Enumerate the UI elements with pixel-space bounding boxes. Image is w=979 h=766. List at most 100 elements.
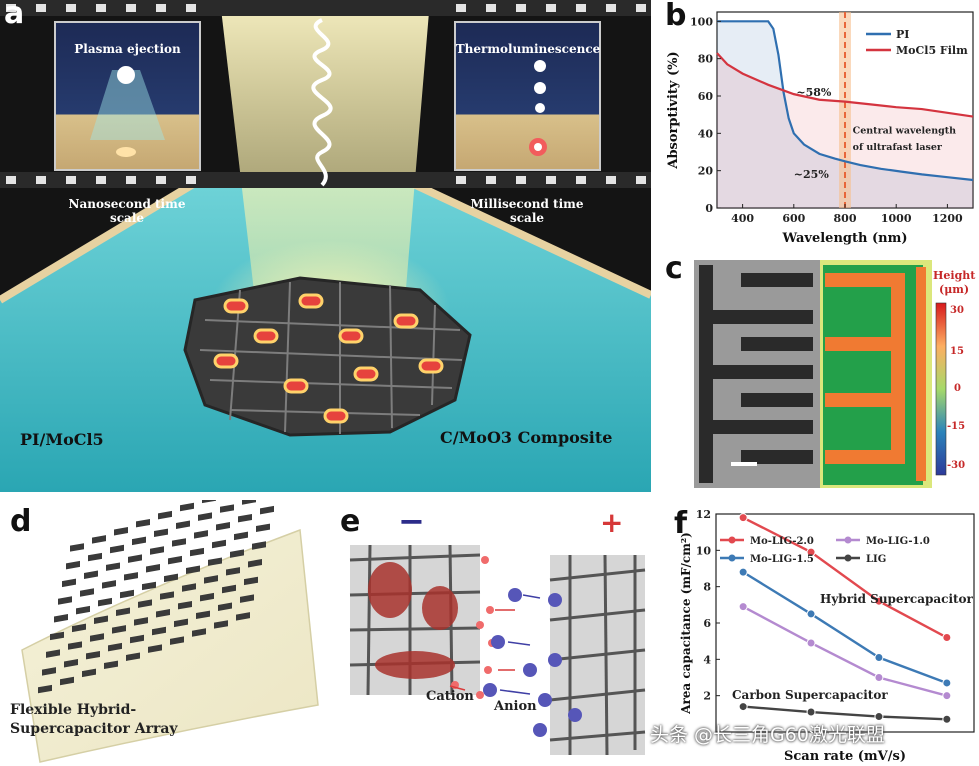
graphene-composite-flake — [183, 276, 472, 437]
array-cell — [238, 513, 252, 523]
array-cell — [236, 612, 250, 621]
array-cell — [54, 614, 68, 623]
array-cell — [106, 562, 120, 571]
array-cell — [42, 667, 56, 676]
panel-c-label: c — [665, 255, 683, 286]
annotation-central-wavelength: Central wavelength — [853, 125, 956, 136]
array-cell — [136, 518, 150, 528]
data-point-mo-lig-1.0 — [874, 673, 884, 682]
array-cell — [116, 607, 130, 616]
array-cell — [252, 541, 266, 550]
array-cell — [172, 538, 186, 547]
array-cell — [70, 543, 84, 552]
array-cell — [170, 636, 184, 645]
series-line-mo-lig-1.5 — [742, 571, 948, 685]
x-axis-label: Wavelength (nm) — [782, 231, 908, 246]
array-cell — [226, 567, 240, 576]
supercapacitor-grid — [38, 500, 274, 694]
array-cell — [220, 504, 234, 513]
colorbar-tick: 15 — [950, 346, 964, 357]
array-cell — [72, 623, 86, 633]
thermo-frame — [454, 21, 601, 171]
array-cell — [180, 502, 194, 512]
panel-b-label: b — [665, 0, 687, 33]
data-point-mo-lig-1.0 — [738, 602, 748, 612]
data-point-mo-lig-1.0 — [806, 638, 816, 648]
cation-label: Cation — [426, 689, 474, 704]
panel-d-label: d — [10, 504, 32, 539]
data-point-lig — [942, 714, 952, 724]
positive-sign: + — [600, 506, 624, 539]
legend-marker — [844, 536, 852, 544]
array-cell — [150, 546, 164, 555]
array-cell — [158, 510, 172, 520]
array-cell — [58, 596, 72, 605]
data-point-mo-lig-2.0 — [874, 596, 884, 606]
film-holes — [6, 4, 646, 184]
legend-label: Mo-LIG-1.0 — [866, 536, 930, 547]
array-cell — [212, 539, 226, 549]
array-cell — [234, 531, 248, 541]
array-cell — [196, 610, 210, 620]
y-tick-label: 100 — [690, 15, 713, 28]
y-tick-label: 12 — [696, 508, 711, 521]
array-cell — [92, 535, 106, 544]
x-axis-label: Scan rate (mV/s) — [784, 749, 906, 764]
negative-electrode — [349, 544, 481, 696]
array-cell — [130, 634, 144, 644]
array-caption-line2: Supercapacitor Array — [10, 721, 178, 737]
anion-label: Anion — [494, 699, 537, 714]
nanosecond-caption: Nanosecond time scale — [68, 197, 186, 225]
legend-label: Mo-LIG-2.0 — [750, 536, 814, 547]
data-point-mo-lig-2.0 — [942, 633, 952, 643]
array-cell — [260, 505, 274, 515]
array-cell — [202, 500, 216, 504]
ion-transport-illustration — [349, 544, 646, 756]
series-line-lig — [743, 705, 947, 721]
laser-pulse-wave — [311, 18, 333, 187]
plasma-frame — [54, 21, 201, 171]
array-cell — [214, 620, 228, 629]
array-cell — [194, 530, 208, 539]
array-cell — [138, 599, 152, 608]
array-cell — [84, 570, 98, 579]
array-cell — [244, 576, 258, 586]
colorbar-tick: -30 — [947, 460, 966, 471]
array-cell — [230, 549, 244, 558]
colorbar-title-unit: (μm) — [939, 283, 970, 296]
data-point-lig — [806, 707, 816, 717]
y-tick-label: 6 — [703, 617, 711, 630]
array-cell — [148, 644, 162, 653]
y-axis-label: Absorptivity (%) — [666, 51, 681, 169]
array-caption-line1: Flexible Hybrid- — [10, 702, 137, 718]
array-cell — [168, 555, 182, 565]
x-tick-label: 800 — [834, 212, 857, 225]
absorptivity-chart: 400 600 800 1000 1200 0 20 40 60 80 100 Wavelength … — [666, 11, 974, 246]
array-cell — [94, 615, 108, 625]
watermark: 头条 @长三角G60激光联盟 — [650, 724, 885, 746]
y-tick-label: 0 — [705, 202, 713, 215]
panel-d: d Flexible Hybrid- Supercapacitor Array — [0, 500, 330, 766]
array-cell — [50, 631, 64, 641]
y-tick-label: 40 — [698, 127, 714, 140]
thermoluminescence-title: Thermoluminescence — [455, 42, 601, 56]
legend-label: MoCl5 Film — [896, 44, 968, 57]
plot-frame — [715, 513, 975, 733]
panel-a-illustration — [0, 0, 651, 492]
array-cell — [200, 592, 214, 602]
data-point-lig — [738, 702, 748, 712]
y-tick-label: 60 — [698, 90, 714, 103]
array-cell — [178, 600, 192, 610]
array-cell — [204, 575, 218, 584]
colorbar-tick: 30 — [950, 305, 964, 316]
array-cell — [218, 602, 232, 611]
data-point-mo-lig-2.0 — [806, 547, 816, 557]
laser-band — [839, 12, 851, 208]
panel-b: 400 600 800 1000 1200 0 20 40 60 80 100 Wavelength … — [651, 0, 979, 255]
y-tick-label: 20 — [698, 165, 714, 178]
array-cell — [120, 589, 134, 599]
data-point-mo-lig-2.0 — [738, 513, 748, 523]
array-cell — [222, 584, 236, 594]
legend-marker — [728, 536, 736, 544]
negative-sign: − — [398, 502, 425, 540]
